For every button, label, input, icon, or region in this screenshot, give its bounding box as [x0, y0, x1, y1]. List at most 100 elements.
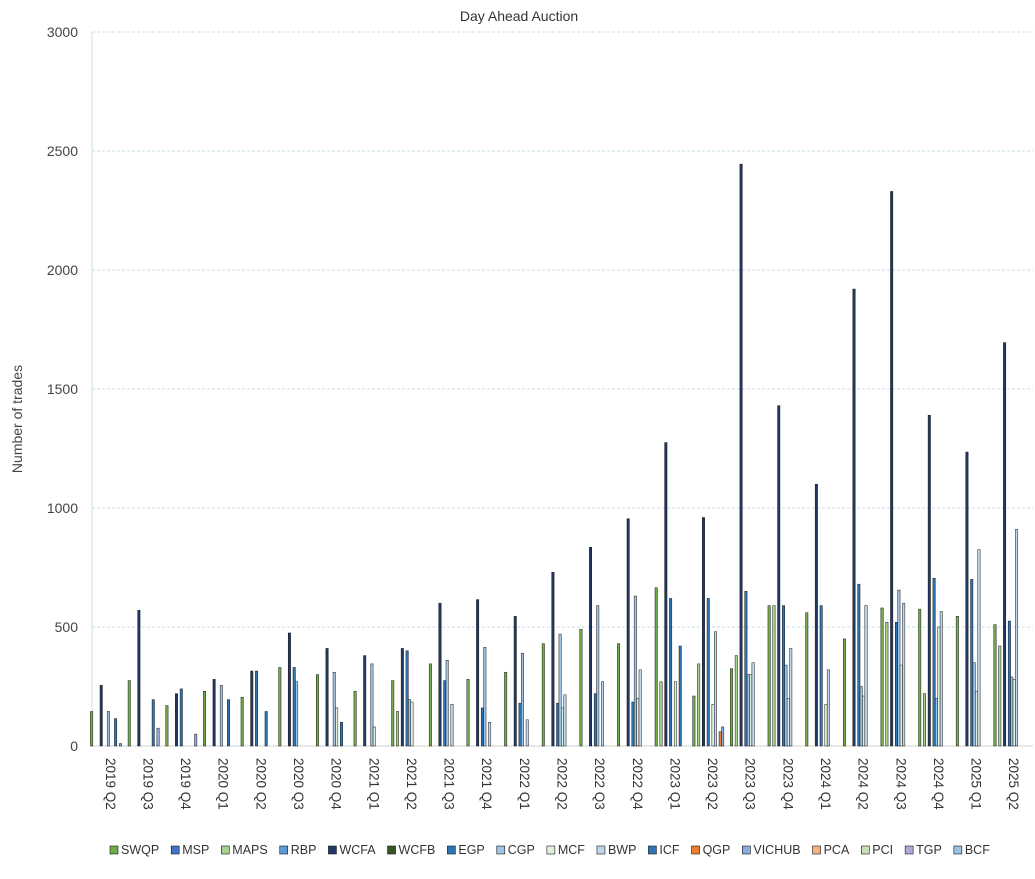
x-tick-label: 2021 Q4 — [479, 758, 494, 810]
bar-wcfa-2019-q4 — [175, 693, 178, 747]
y-tick-label: 1000 — [47, 500, 78, 516]
bar-wcfa-2023-q4 — [777, 405, 781, 747]
bar-cgp-2019-q2 — [106, 711, 110, 747]
bar-swqp-2021-q2 — [391, 680, 395, 747]
bar-icf-2020-q4 — [340, 721, 343, 747]
bar-bwp-2023-q3 — [751, 662, 755, 747]
legend-swatch-icf — [648, 845, 657, 855]
bar-cgp-2022-q2 — [558, 633, 562, 747]
legend-label-bcf: BCF — [965, 843, 990, 857]
bar-mcf-2020-q4 — [335, 707, 339, 747]
bar-egp-2019-q4 — [179, 688, 183, 747]
bar-mcf-2022-q4 — [636, 698, 640, 747]
bar-mcf-2024-q2 — [862, 695, 866, 747]
bar-wcfa-2020-q1 — [212, 679, 216, 747]
legend-swatch-mcf — [546, 845, 556, 855]
bar-bwp-2022-q3 — [601, 681, 604, 747]
bar-bwp-2022-q4 — [638, 669, 642, 747]
x-tick-label: 2020 Q2 — [253, 758, 268, 810]
x-tick-label: 2022 Q4 — [630, 758, 645, 810]
bar-icf-2020-q1 — [227, 699, 230, 747]
bar-egp-2020-q3 — [292, 667, 296, 747]
bar-bwp-2024-q3 — [902, 602, 906, 747]
bar-mcf-2021-q1 — [372, 726, 376, 747]
bar-cgp-2024-q4 — [935, 698, 938, 747]
bar-bwp-2022-q2 — [563, 694, 567, 747]
bar-swqp-2020-q2 — [240, 696, 244, 747]
y-tick-label: 500 — [55, 619, 79, 635]
x-tick-label: 2023 Q2 — [705, 758, 720, 810]
x-tick-label: 2025 Q2 — [1006, 758, 1021, 810]
bar-bwp-2021-q4 — [488, 721, 492, 747]
x-tick-label: 2022 Q3 — [592, 758, 607, 810]
x-tick-label: 2023 Q3 — [743, 758, 758, 810]
bar-egp-2025-q2 — [1007, 620, 1011, 747]
bar-wcfa-2019-q3 — [137, 610, 141, 747]
bar-swqp-2022-q3 — [579, 629, 583, 747]
x-tick-label: 2024 Q1 — [818, 758, 833, 810]
bar-wcfa-2024-q4 — [927, 414, 931, 747]
x-tick-label: 2019 Q4 — [178, 758, 193, 810]
bar-bwp-2024-q1 — [826, 669, 830, 747]
legend-swatch-egp — [447, 845, 456, 855]
x-tick-label: 2020 Q1 — [216, 758, 231, 810]
bar-maps-2023-q2 — [697, 663, 701, 747]
bar-bwp-2025-q2 — [1015, 529, 1019, 747]
bar-wcfa-2022-q3 — [589, 547, 592, 747]
legend-label-msp: MSP — [182, 843, 209, 857]
legend-label-wcfa: WCFA — [339, 843, 376, 857]
legend-label-qgp: QGP — [703, 843, 731, 857]
bar-wcfa-2021-q1 — [363, 655, 367, 747]
bar-wcfa-2020-q2 — [250, 670, 254, 747]
bar-mcf-2024-q3 — [899, 664, 903, 747]
bar-cgp-2020-q1 — [219, 685, 223, 747]
bar-mcf-2021-q2 — [410, 701, 414, 747]
bar-bwp-2024-q4 — [939, 611, 943, 747]
bar-egp-2022-q1 — [518, 702, 522, 747]
bar-vichub-2019-q3 — [156, 727, 160, 747]
x-tick-label: 2020 Q3 — [291, 758, 306, 810]
bar-wcfa-2023-q3 — [739, 163, 743, 747]
bar-maps-2024-q4 — [923, 693, 926, 747]
legend-swatch-swqp — [109, 845, 119, 855]
x-tick-label: 2020 Q4 — [329, 758, 344, 810]
bar-icf-2019-q2 — [114, 718, 118, 747]
legend-label-swqp: SWQP — [121, 843, 159, 857]
bar-wcfa-2019-q2 — [99, 685, 103, 747]
legend-label-maps: MAPS — [232, 843, 267, 857]
x-tick-label: 2022 Q2 — [555, 758, 570, 810]
legend-label-cgp: CGP — [508, 843, 535, 857]
bar-cgp-2020-q4 — [332, 671, 336, 747]
bar-wcfa-2024-q2 — [852, 288, 856, 747]
legend-swatch-qgp — [691, 845, 700, 855]
legend: SWQP MSP MAPS RBP WCFA WCFB EGP CGP MCF BWP ICF QGP… — [109, 843, 990, 857]
bar-mcf-2023-q3 — [749, 674, 753, 747]
bar-qgp-2023-q2 — [718, 731, 722, 747]
legend-swatch-cgp — [496, 845, 506, 855]
legend-label-icf: ICF — [659, 843, 680, 857]
bar-mcf-2023-q2 — [711, 704, 715, 747]
x-tick-label: 2019 Q3 — [140, 758, 155, 810]
bar-cgp-2021-q1 — [370, 663, 374, 747]
legend-swatch-wcfb — [387, 845, 396, 855]
bar-swqp-2025-q2 — [993, 624, 997, 747]
bar-wcfa-2023-q1 — [664, 442, 668, 747]
bar-vichub-2023-q2 — [721, 726, 725, 747]
x-tick-label: 2021 Q1 — [366, 758, 381, 810]
x-tick-label: 2024 Q4 — [931, 758, 946, 810]
bar-icf-2019-q3 — [151, 699, 155, 747]
bar-swqp-2020-q3 — [278, 667, 282, 747]
legend-label-mcf: MCF — [558, 843, 585, 857]
bar-vichub-2019-q2 — [118, 743, 122, 747]
bar-wcfa-2021-q4 — [476, 599, 480, 747]
legend-label-tgp: TGP — [916, 843, 942, 857]
bar-swqp-2024-q1 — [805, 612, 809, 747]
bar-egp-2021-q3 — [443, 680, 447, 747]
bar-wcfa-2022-q2 — [551, 572, 555, 747]
bar-wcfa-2021-q3 — [438, 602, 442, 747]
x-tick-label: 2022 Q1 — [517, 758, 532, 810]
y-axis-ticks: 0 500 1000 1500 2000 2500 3000 — [47, 24, 78, 754]
bar-swqp-2022-q2 — [541, 643, 545, 747]
bar-mcf-2025-q2 — [1012, 679, 1016, 747]
x-tick-label: 2021 Q3 — [442, 758, 457, 810]
